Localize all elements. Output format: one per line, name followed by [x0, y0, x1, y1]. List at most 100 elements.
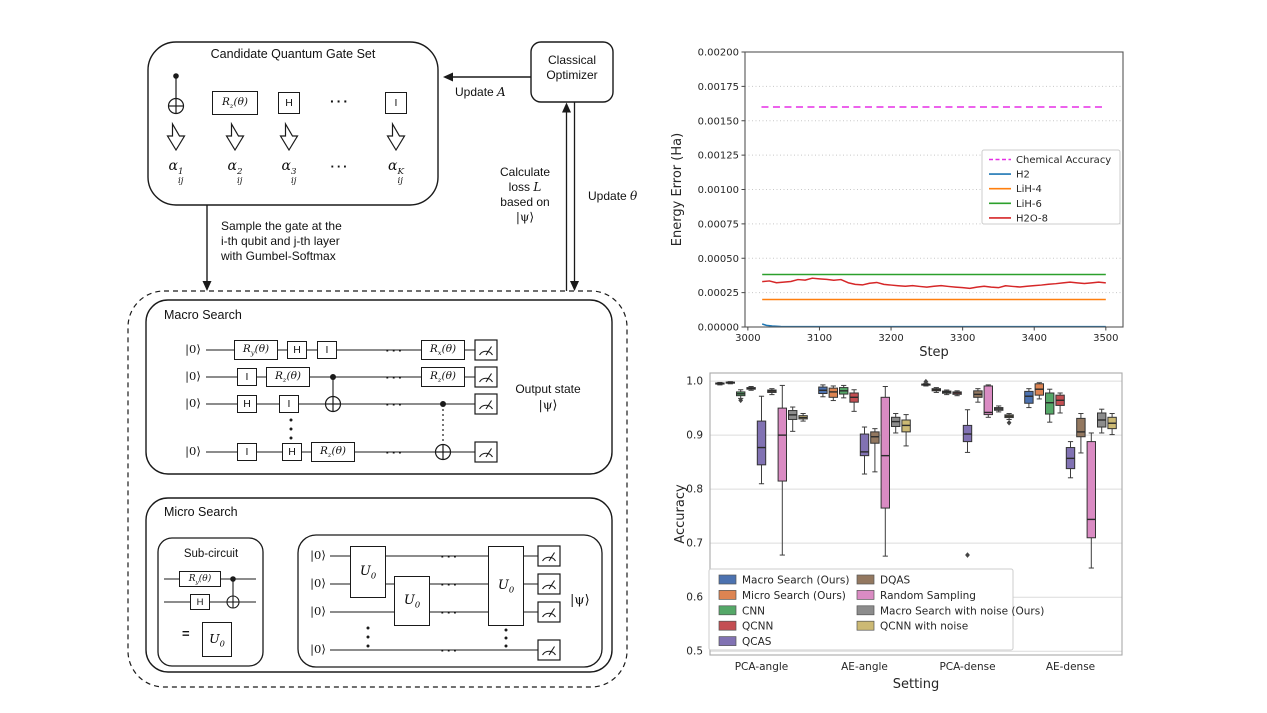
- xtick-label: 3500: [1093, 333, 1118, 344]
- candidate-gate-set-box: [147, 41, 439, 206]
- box: [777, 407, 787, 482]
- ket0-label: |0⟩: [310, 642, 326, 656]
- box: [1045, 392, 1055, 415]
- line-chart: 0.00000 0.00025 0.00050 0.00075 0.00100 0.001…: [670, 48, 1124, 360]
- vertical-ellipsis: [289, 418, 293, 440]
- output-state-label: Output state |ψ⟩: [515, 382, 581, 412]
- sub-circuit-title: Sub-circuit: [183, 548, 239, 560]
- gate-ellipsis: ···: [330, 93, 350, 109]
- xtick-label: AE-angle: [841, 661, 888, 673]
- vertical-ellipsis: [366, 626, 508, 648]
- xtick-label: 3000: [735, 333, 760, 344]
- alpha-weight-3: α 3 ij: [281, 158, 297, 186]
- ytick-label: 0.00100: [698, 185, 739, 196]
- legend-label: Chemical Accuracy: [1016, 155, 1111, 166]
- calc-loss-label: Calculate loss L based on |ψ⟩: [499, 165, 551, 224]
- alpha-weight-1: α 1 ij: [168, 158, 184, 186]
- ket0-label: |0⟩: [185, 396, 201, 410]
- box: [828, 387, 838, 398]
- legend-label: Macro Search (Ours): [742, 575, 849, 587]
- xtick-label: PCA-angle: [735, 661, 789, 673]
- box-series-QCAS: [756, 395, 1076, 558]
- ket0-label: |0⟩: [310, 548, 326, 562]
- u0-block: U0: [488, 546, 524, 626]
- xtick-label: 3100: [807, 333, 832, 344]
- micro-search-box: [145, 497, 613, 673]
- optimizer-label-line2: Optimizer: [546, 68, 598, 82]
- classical-optimizer-box: [530, 41, 614, 103]
- xtick-label: 3400: [1022, 333, 1047, 344]
- micro-search-title: Micro Search: [164, 505, 238, 519]
- ytick-label: 0.9: [686, 430, 703, 442]
- alpha-weight-2: α 2 ij: [227, 158, 243, 186]
- sub-circuit-box: [157, 537, 264, 667]
- box-series-Macro Search with noise (Ours): [788, 405, 1107, 434]
- ket0-label: |0⟩: [185, 342, 201, 356]
- u0-block: U0: [394, 576, 430, 626]
- y-axis-label: Accuracy: [673, 484, 688, 544]
- outlier-marker: [923, 378, 929, 385]
- gate-rz: Rz(θ): [421, 367, 465, 387]
- gate-h: H: [287, 341, 307, 359]
- ytick-label: 0.00200: [698, 48, 739, 59]
- candidate-box-title: Candidate Quantum Gate Set: [210, 47, 376, 61]
- update-arch-arrow: [443, 72, 531, 82]
- optimizer-label-line1: Classical: [547, 53, 596, 67]
- ket0-label: |0⟩: [310, 576, 326, 590]
- wire-ellipsis: ···: [385, 370, 405, 385]
- gate-h: H: [282, 443, 302, 461]
- update-arch-label: Update A: [455, 85, 506, 99]
- ytick-label: 0.00150: [698, 116, 739, 127]
- box-series-QCNN with noise: [798, 413, 1117, 447]
- legend-label: Random Sampling: [880, 590, 976, 602]
- legend-label: Macro Search with noise (Ours): [880, 605, 1044, 617]
- outlier-marker: [1006, 419, 1012, 426]
- wire-ellipsis: ···: [440, 549, 460, 564]
- ytick-label: 1.0: [686, 376, 703, 388]
- sample-gate-label: Sample the gate at the i-th qubit and j-…: [221, 219, 342, 263]
- box: [1086, 441, 1096, 539]
- macro-search-title: Macro Search: [164, 308, 242, 322]
- gate-i: I: [385, 92, 407, 114]
- psi-label: |ψ⟩: [570, 593, 590, 608]
- box-series-QCNN: [746, 386, 1065, 414]
- line-chart-legend: Chemical Accuracy H2 LiH-4 LiH-6 H2O-8: [981, 149, 1121, 225]
- box: [859, 433, 870, 457]
- gate-h: H: [278, 92, 300, 114]
- box-chart-legend: Macro Search (Ours) Micro Search (Ours) CN…: [708, 568, 1044, 651]
- control-dot: [440, 401, 446, 407]
- u0-block: U0: [202, 622, 232, 657]
- box: [880, 396, 890, 509]
- ytick-label: 0.00000: [698, 323, 739, 334]
- alpha-ellipsis: ···: [330, 159, 350, 174]
- ytick-label: 0.00175: [698, 82, 739, 93]
- box: [983, 385, 993, 416]
- box: [756, 420, 767, 466]
- ytick-label: 0.8: [686, 484, 703, 496]
- ytick-label: 0.00125: [698, 151, 739, 162]
- macro-search-box: [145, 299, 613, 475]
- legend-label: LiH-4: [1016, 184, 1042, 195]
- box-series-Micro Search (Ours): [725, 381, 1044, 402]
- gate-ry: Ry(θ): [234, 340, 278, 360]
- gate-i: I: [317, 341, 337, 359]
- box: [1076, 417, 1086, 438]
- gate-rx: Rx(θ): [421, 340, 465, 360]
- ket0-label: |0⟩: [185, 444, 201, 458]
- x-axis-label: Setting: [893, 677, 940, 692]
- xtick-label: PCA-dense: [939, 661, 995, 673]
- series-H2: [761, 323, 1106, 328]
- wire-ellipsis: ···: [440, 577, 460, 592]
- legend-label: H2O-8: [1016, 213, 1048, 224]
- legend-label: DQAS: [880, 575, 911, 587]
- gate-i: I: [237, 368, 257, 386]
- legend-label: CNN: [742, 605, 765, 617]
- series-H2O-8: [762, 277, 1106, 290]
- sample-arrow: [202, 205, 212, 291]
- control-dot: [230, 576, 236, 582]
- gate-i: I: [279, 395, 299, 413]
- box-chart: 0.5 0.6 0.7 0.8 0.9 1.0 PCA-angle AE-angle PCA-d…: [673, 372, 1123, 692]
- update-theta-label: Update θ: [588, 189, 638, 203]
- ytick-label: 0.7: [686, 538, 703, 550]
- ytick-label: 0.00050: [698, 254, 739, 265]
